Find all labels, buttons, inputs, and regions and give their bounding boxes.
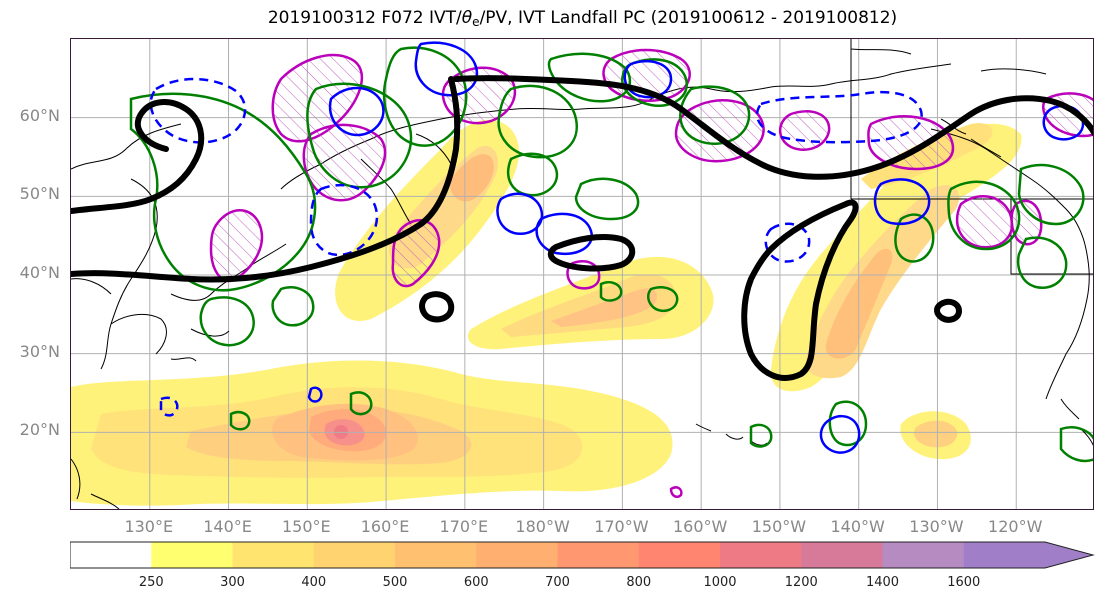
colorbar-segment [395,542,477,568]
pv-solid-contours [307,41,1085,454]
latitude-label: 60°N [19,105,60,125]
longitude-label: 160°W [672,517,728,536]
colorbar-tick-label: 1600 [947,575,981,590]
colorbar-segment [963,542,1093,568]
longitude-label: 130°E [124,517,174,536]
colorbar-segment [801,542,883,568]
title-suffix: /PV, IVT Landfall PC (2019100612 - 20191… [479,8,898,28]
latitude-label: 40°N [19,263,60,282]
colorbar-segment [476,542,558,568]
colorbar-tick-label: 700 [545,575,570,590]
colorbar-tick-label: 300 [220,575,245,590]
colorbar-tick-label: 1400 [865,575,900,590]
longitude-label: 120°W [988,517,1043,536]
longitude-label: 160°E [360,517,410,536]
longitude-label: 150°E [281,517,331,536]
map-canvas [71,39,1093,509]
colorbar-tick-label: 800 [626,575,652,590]
ivt-shading [71,119,1022,506]
longitude-label: 170°W [594,517,649,536]
longitude-label: 170°E [439,517,489,536]
colorbar-segment [720,542,802,568]
longitude-label: 130°W [909,517,964,536]
longitude-label: 140°W [830,517,885,536]
figure-title: 2019100312 F072 IVT/θe/PV, IVT Landfall … [0,8,1105,29]
colorbar-tick-label: 1000 [703,575,737,590]
colorbar-segment [70,542,152,568]
colorbar-segment [882,542,965,568]
title-theta: θ [461,8,473,28]
title-prefix: 2019100312 F072 IVT/ [267,8,462,28]
latitude-label: 30°N [19,341,60,361]
longitude-label: 180°W [515,517,570,536]
colorbar-tick-label: 250 [138,575,164,590]
colorbar-tick-label: 500 [382,575,408,590]
colorbar-tick-label: 1200 [784,575,818,590]
colorbar-segment [232,542,315,568]
ivt-colorbar [70,541,1095,569]
colorbar-segment [313,542,396,568]
pv-dashed-contours [149,77,923,417]
theta-e-contours [129,46,1093,463]
height-contours-thick [71,75,1093,381]
colorbar-tick-label: 600 [463,575,489,590]
title-theta-subscript: e [472,15,480,29]
colorbar-segment [638,542,721,568]
colorbar-segment [151,542,233,568]
longitude-label: 140°E [203,517,252,536]
map-panel [70,38,1094,510]
colorbar-tick-label: 400 [301,575,327,590]
longitude-label: 150°W [751,517,807,536]
latitude-label: 50°N [19,184,60,204]
colorbar-segment [557,542,640,568]
latitude-label: 20°N [19,420,60,440]
